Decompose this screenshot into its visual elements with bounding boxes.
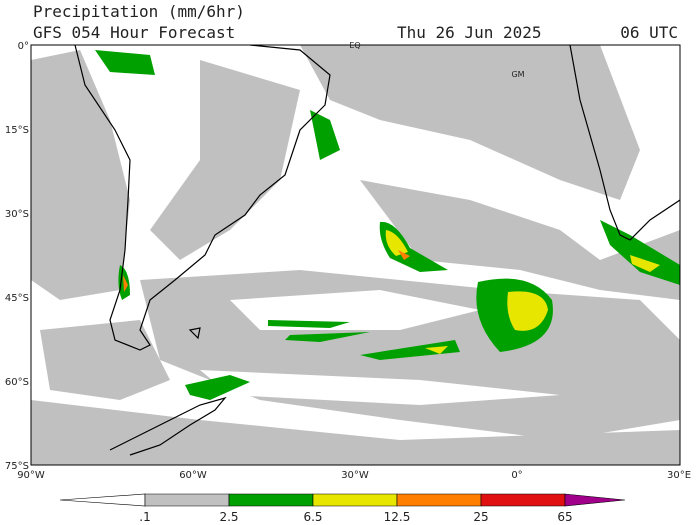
lat-label: 0° [18,41,29,52]
colorbar-segment [144,493,230,507]
lon-label: 30°E [667,470,691,481]
map: EQ GM 0° 15°S 30°S 45°S 60°S 75°S 90°W 6… [5,41,691,481]
time: 06 UTC [620,23,678,42]
colorbar-label: 25 [473,510,488,524]
colorbar: .1 2.5 6.5 12.5 25 65 [59,493,626,524]
lat-label: 45°S [5,293,29,304]
colorbar-label: 65 [557,510,572,524]
colorbar-label: .1 [139,510,150,524]
colorbar-segment [480,493,566,507]
colorbar-segment [228,493,314,507]
coastlines [74,45,680,456]
title: Precipitation (mm/6hr) [33,2,245,21]
date: Thu 26 Jun 2025 [397,23,542,42]
colorbar-segment [564,493,626,507]
lat-label: 60°S [5,377,29,388]
lon-label: 30°W [341,470,369,481]
colorbar-segment [312,493,398,507]
lon-label: 60°W [179,470,207,481]
precip-field [31,45,680,465]
lon-label: 90°W [17,470,45,481]
colorbar-label: 2.5 [219,510,238,524]
place-label: GM [511,70,524,79]
place-label: EQ [349,41,360,50]
lat-label: 30°S [5,209,29,220]
colorbar-label: 6.5 [303,510,322,524]
lat-label: 15°S [5,125,29,136]
lat-label: 75°S [5,461,29,472]
colorbar-segment [59,493,146,507]
map-frame [30,44,681,466]
lon-label: 0° [511,470,522,481]
colorbar-label: 12.5 [384,510,411,524]
colorbar-segment [396,493,482,507]
subtitle: GFS 054 Hour Forecast [33,23,235,42]
